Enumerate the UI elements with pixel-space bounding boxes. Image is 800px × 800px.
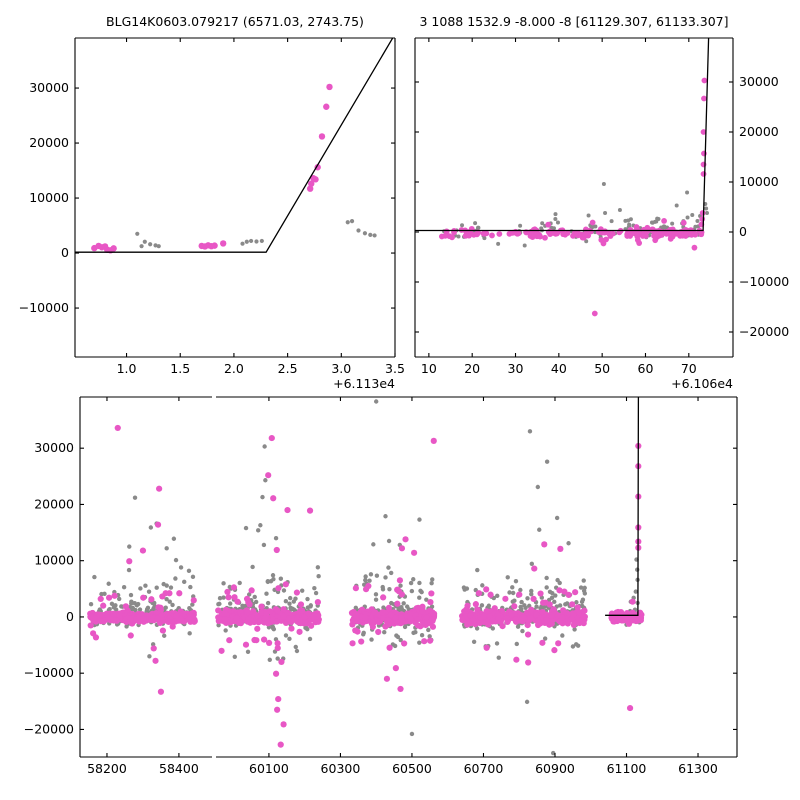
svg-text:10000: 10000 — [34, 553, 74, 568]
svg-text:50: 50 — [594, 361, 610, 376]
scatter-points-gray — [88, 399, 642, 756]
svg-text:10: 10 — [421, 361, 437, 376]
svg-text:−10000: −10000 — [739, 274, 789, 289]
svg-text:10000: 10000 — [739, 174, 779, 189]
panel2-title: 3 1088 1532.9 -8.000 -8 [61129.307, 6113… — [419, 14, 729, 29]
svg-text:3.5: 3.5 — [385, 361, 405, 376]
svg-text:20000: 20000 — [29, 135, 69, 150]
plot-area — [415, 38, 710, 317]
svg-text:20000: 20000 — [34, 496, 74, 511]
axes-ticks — [415, 38, 733, 357]
svg-text:61100: 61100 — [607, 761, 647, 776]
svg-text:1.5: 1.5 — [170, 361, 190, 376]
svg-text:60900: 60900 — [535, 761, 575, 776]
axes-ticks — [75, 38, 396, 357]
tick-labels: 1.0 1.5 2.0 2.5 3.0 3.5 −10000 0 10000 20000 30000 — [19, 80, 405, 376]
panel2-xaxis-offset-label: +6.106e4 — [671, 376, 733, 391]
panel1-title: BLG14K0603.079217 (6571.03, 2743.75) — [106, 14, 364, 29]
svg-text:−10000: −10000 — [24, 665, 74, 680]
svg-text:2.0: 2.0 — [224, 361, 244, 376]
svg-text:58400: 58400 — [159, 761, 199, 776]
model-line — [75, 38, 394, 253]
plot-area — [87, 397, 645, 756]
svg-text:0: 0 — [739, 224, 747, 239]
tick-labels: 10 20 30 40 50 60 70 −20000 −10000 0 10000 20000 300… — [421, 74, 789, 376]
svg-text:3.0: 3.0 — [331, 361, 351, 376]
svg-text:40: 40 — [551, 361, 567, 376]
svg-text:0: 0 — [61, 245, 69, 260]
svg-text:1.0: 1.0 — [117, 361, 137, 376]
axes-spines — [414, 37, 734, 358]
scatter-points-pink — [87, 424, 645, 748]
svg-text:30000: 30000 — [34, 440, 74, 455]
svg-text:30000: 30000 — [29, 80, 69, 95]
svg-text:60100: 60100 — [249, 761, 289, 776]
svg-text:20000: 20000 — [739, 124, 779, 139]
panel1-xaxis-offset-label: +6.113e4 — [333, 376, 395, 391]
scatter-points-gray — [135, 219, 377, 249]
plot-area — [75, 38, 394, 254]
tick-labels: 58200 58400 60100 60300 60500 60700 60900 61100… — [24, 440, 718, 776]
svg-text:61300: 61300 — [678, 761, 718, 776]
svg-text:0: 0 — [66, 609, 74, 624]
svg-text:70: 70 — [681, 361, 697, 376]
svg-text:60300: 60300 — [321, 761, 361, 776]
svg-text:−20000: −20000 — [739, 324, 789, 339]
svg-text:58200: 58200 — [87, 761, 127, 776]
axes-spines — [79, 396, 738, 758]
svg-text:30: 30 — [508, 361, 524, 376]
svg-text:60700: 60700 — [464, 761, 504, 776]
svg-text:−10000: −10000 — [19, 300, 69, 315]
svg-text:10000: 10000 — [29, 190, 69, 205]
axes-ticks — [80, 397, 737, 757]
svg-text:2.5: 2.5 — [278, 361, 298, 376]
svg-text:−20000: −20000 — [24, 721, 74, 736]
svg-text:60: 60 — [638, 361, 654, 376]
model-line — [605, 397, 640, 616]
svg-text:30000: 30000 — [739, 74, 779, 89]
svg-text:60500: 60500 — [392, 761, 432, 776]
model-line — [415, 38, 710, 232]
svg-text:20: 20 — [464, 361, 480, 376]
